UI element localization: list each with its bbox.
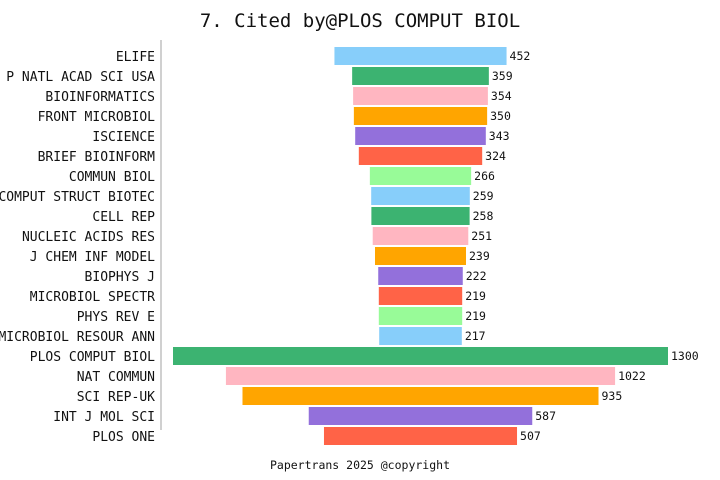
- value-label: 1022: [618, 369, 646, 383]
- value-label: 1300: [671, 349, 699, 363]
- bar: [371, 187, 470, 205]
- category-label: PLOS COMPUT BIOL: [30, 350, 155, 365]
- value-label: 251: [471, 229, 492, 243]
- category-label: FRONT MICROBIOL: [38, 110, 156, 125]
- bar: [173, 347, 668, 365]
- value-label: 217: [465, 329, 486, 343]
- bar: [369, 167, 472, 185]
- value-label: 359: [492, 69, 513, 83]
- value-label: 507: [520, 429, 541, 443]
- category-label: NUCLEIC ACIDS RES: [22, 230, 155, 245]
- category-label: BIOINFORMATICS: [45, 90, 155, 105]
- bar: [358, 147, 483, 165]
- category-label: BIOPHYS J: [85, 270, 155, 285]
- value-label: 354: [491, 89, 512, 103]
- category-label: INT J MOL SCI: [53, 410, 155, 425]
- category-label: P NATL ACAD SCI USA: [6, 70, 155, 85]
- bar: [378, 267, 463, 285]
- category-label: J CHEM INF MODEL: [30, 250, 155, 265]
- bar: [371, 207, 470, 225]
- bar: [353, 107, 488, 125]
- value-label: 219: [465, 309, 486, 323]
- category-label: PLOS ONE: [92, 430, 155, 445]
- bar: [352, 67, 489, 85]
- category-label: MICROBIOL SPECTR: [30, 290, 155, 305]
- bar: [242, 387, 599, 405]
- chart-title: 7. Cited by@PLOS COMPUT BIOL: [199, 10, 521, 32]
- bar: [378, 307, 463, 325]
- bar: [323, 427, 518, 445]
- category-label: ELIFE: [116, 50, 155, 65]
- bar: [355, 127, 486, 145]
- value-label: 452: [510, 49, 531, 63]
- value-label: 219: [465, 289, 486, 303]
- bar: [334, 47, 507, 65]
- category-label: COMMUN BIOL: [69, 170, 155, 185]
- category-label: CELL REP: [92, 210, 155, 225]
- value-label: 258: [473, 209, 494, 223]
- value-label: 266: [474, 169, 495, 183]
- bar: [308, 407, 533, 425]
- chart-footer: Papertrans 2025 @copyright: [269, 458, 450, 472]
- bar: [372, 227, 469, 245]
- bar: [374, 247, 467, 265]
- category-label: BRIEF BIOINFORM: [38, 150, 156, 165]
- value-label: 935: [602, 389, 623, 403]
- value-label: 587: [535, 409, 556, 423]
- value-label: 239: [469, 249, 490, 263]
- value-label: 343: [489, 129, 510, 143]
- value-label: 222: [466, 269, 487, 283]
- category-label: COMPUT STRUCT BIOTEC: [0, 190, 155, 205]
- category-label: SCI REP-UK: [77, 390, 155, 405]
- value-label: 350: [490, 109, 511, 123]
- bar: [225, 367, 616, 385]
- value-label: 259: [473, 189, 494, 203]
- value-label: 324: [485, 149, 506, 163]
- category-label: PHYS REV E: [77, 310, 155, 325]
- bar: [379, 327, 462, 345]
- category-label: ISCIENCE: [92, 130, 155, 145]
- category-label: MICROBIOL RESOUR ANN: [0, 330, 155, 345]
- category-label: NAT COMMUN: [77, 370, 155, 385]
- bar: [378, 287, 463, 305]
- bar: [353, 87, 488, 105]
